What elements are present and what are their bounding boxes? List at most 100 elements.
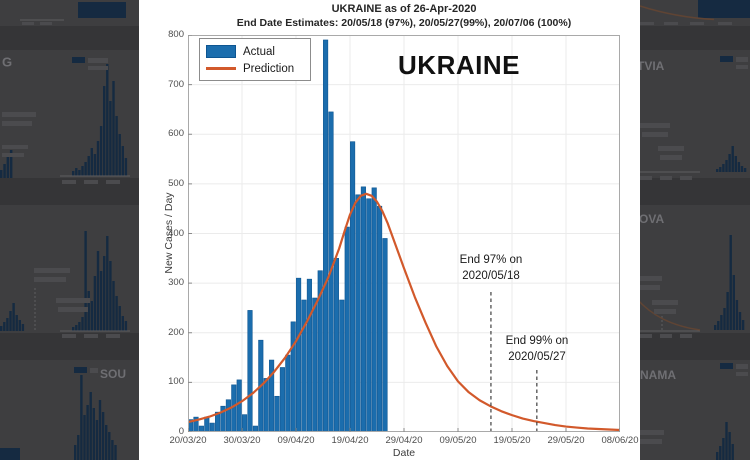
bg-text-smudge: [660, 176, 672, 180]
annotation-line: End 97% on: [459, 254, 523, 266]
actual-bar: [323, 39, 329, 432]
bg-mini-bar: [731, 444, 734, 460]
y-tick-label: 200: [168, 326, 184, 338]
actual-bar: [225, 399, 231, 432]
y-tick-label: 400: [168, 227, 184, 239]
bg-mini-bar: [112, 81, 115, 176]
bg-mini-bar: [714, 325, 717, 330]
bg-mini-bar: [84, 231, 87, 331]
actual-bar: [263, 378, 269, 432]
bg-text-smudge: [62, 334, 76, 338]
actual-bar: [220, 405, 226, 432]
y-tick-label: 800: [168, 29, 184, 40]
bg-bar-blob: [78, 2, 126, 18]
annotation-line: 2020/05/18: [462, 270, 520, 282]
bg-mini-bar: [121, 146, 124, 176]
bg-mini-bar: [124, 158, 128, 176]
bg-country-text: TVIA: [637, 59, 665, 73]
bg-mini-bar: [101, 412, 105, 460]
plot-area: [188, 35, 620, 432]
actual-bar: [317, 270, 323, 432]
bg-mini-bar: [95, 420, 99, 460]
actual-bar: [247, 310, 253, 432]
bg-text-smudge: [84, 334, 98, 338]
x-tick-label: 08/06/20: [601, 435, 639, 446]
bg-mini-bar: [75, 325, 78, 331]
bg-mini-bar: [109, 101, 112, 176]
bg-mini-bar: [9, 311, 12, 331]
bg-prediction-curve: [639, 5, 715, 21]
actual-bar: [290, 321, 296, 432]
bg-text-smudge: [34, 277, 66, 282]
bg-mini-bar: [90, 148, 93, 176]
bg-mini-bar: [80, 375, 83, 460]
actual-bar: [236, 379, 242, 432]
bg-mini-bar: [77, 435, 80, 460]
bg-text-smudge: [638, 285, 660, 290]
x-tick-label: 19/05/20: [493, 435, 531, 446]
bg-mini-bar: [81, 317, 84, 331]
bg-mini-bar: [106, 64, 109, 176]
actual-bar: [269, 359, 275, 432]
bg-mini-bar: [717, 321, 720, 330]
bg-text-smudge: [654, 309, 676, 314]
bg-mini-bar: [111, 440, 114, 460]
bg-mini-bar: [732, 275, 735, 330]
actual-bar: [231, 384, 237, 432]
bg-mini-bar: [723, 308, 726, 330]
bg-mini-bar: [12, 303, 15, 331]
bg-mini-bar: [722, 164, 725, 172]
bg-text-smudge: [106, 180, 120, 184]
x-tick-label: 19/04/20: [331, 435, 369, 446]
bg-text-smudge: [2, 145, 28, 149]
bg-text-smudge: [658, 146, 684, 151]
y-tick-label: 700: [168, 78, 184, 90]
actual-bar: [279, 367, 285, 432]
bg-mini-bar: [75, 168, 78, 176]
bg-country-text: OVA: [639, 212, 664, 226]
bg-country-text: SOU: [100, 367, 126, 381]
bg-mini-bar: [121, 316, 124, 331]
bg-prediction-curve: [635, 297, 701, 331]
bg-bar-blob: [720, 363, 733, 369]
bg-mini-bar: [734, 156, 737, 172]
bg-mini-bar: [96, 251, 100, 331]
actual-bar: [285, 354, 291, 432]
annotation-end-99: End 99% on 2020/05/27: [462, 333, 612, 365]
actual-bar: [252, 425, 258, 432]
bg-mini-bar: [725, 160, 728, 172]
bg-mini-bar: [74, 445, 77, 460]
actual-bar: [371, 187, 377, 432]
bg-mini-bar: [0, 326, 3, 331]
bg-text-smudge: [640, 439, 662, 444]
bg-text-smudge: [638, 430, 664, 435]
x-axis-label: Date: [392, 447, 416, 459]
bg-mini-bar: [98, 400, 102, 460]
bg-text-smudge: [690, 22, 704, 25]
bg-mini-bar: [118, 134, 121, 176]
bg-chart-panel: [0, 360, 139, 460]
bg-text-smudge: [22, 22, 34, 25]
bg-mini-bar: [720, 315, 723, 330]
bg-text-smudge: [660, 155, 682, 160]
bg-mini-bar: [92, 408, 95, 460]
actual-bar: [301, 299, 307, 432]
bg-text-smudge: [62, 180, 76, 184]
x-tick-label: 29/05/20: [547, 435, 585, 446]
bg-text-smudge: [88, 58, 108, 63]
bg-text-smudge: [718, 22, 732, 25]
bg-mini-bar: [89, 392, 92, 460]
bg-bar-blob: [74, 367, 87, 373]
bg-mini-bar: [124, 321, 128, 331]
actual-bar: [355, 194, 361, 432]
bg-mini-bar: [725, 422, 728, 460]
bg-mini-bar: [72, 327, 75, 331]
bg-mini-bar: [115, 296, 118, 331]
bg-mini-bar: [9, 150, 13, 178]
bg-text-smudge: [34, 268, 70, 273]
bg-mini-bar: [18, 320, 21, 331]
bg-text-smudge: [680, 176, 692, 180]
legend-label-actual: Actual: [243, 45, 275, 58]
bg-mini-bar: [115, 116, 118, 176]
